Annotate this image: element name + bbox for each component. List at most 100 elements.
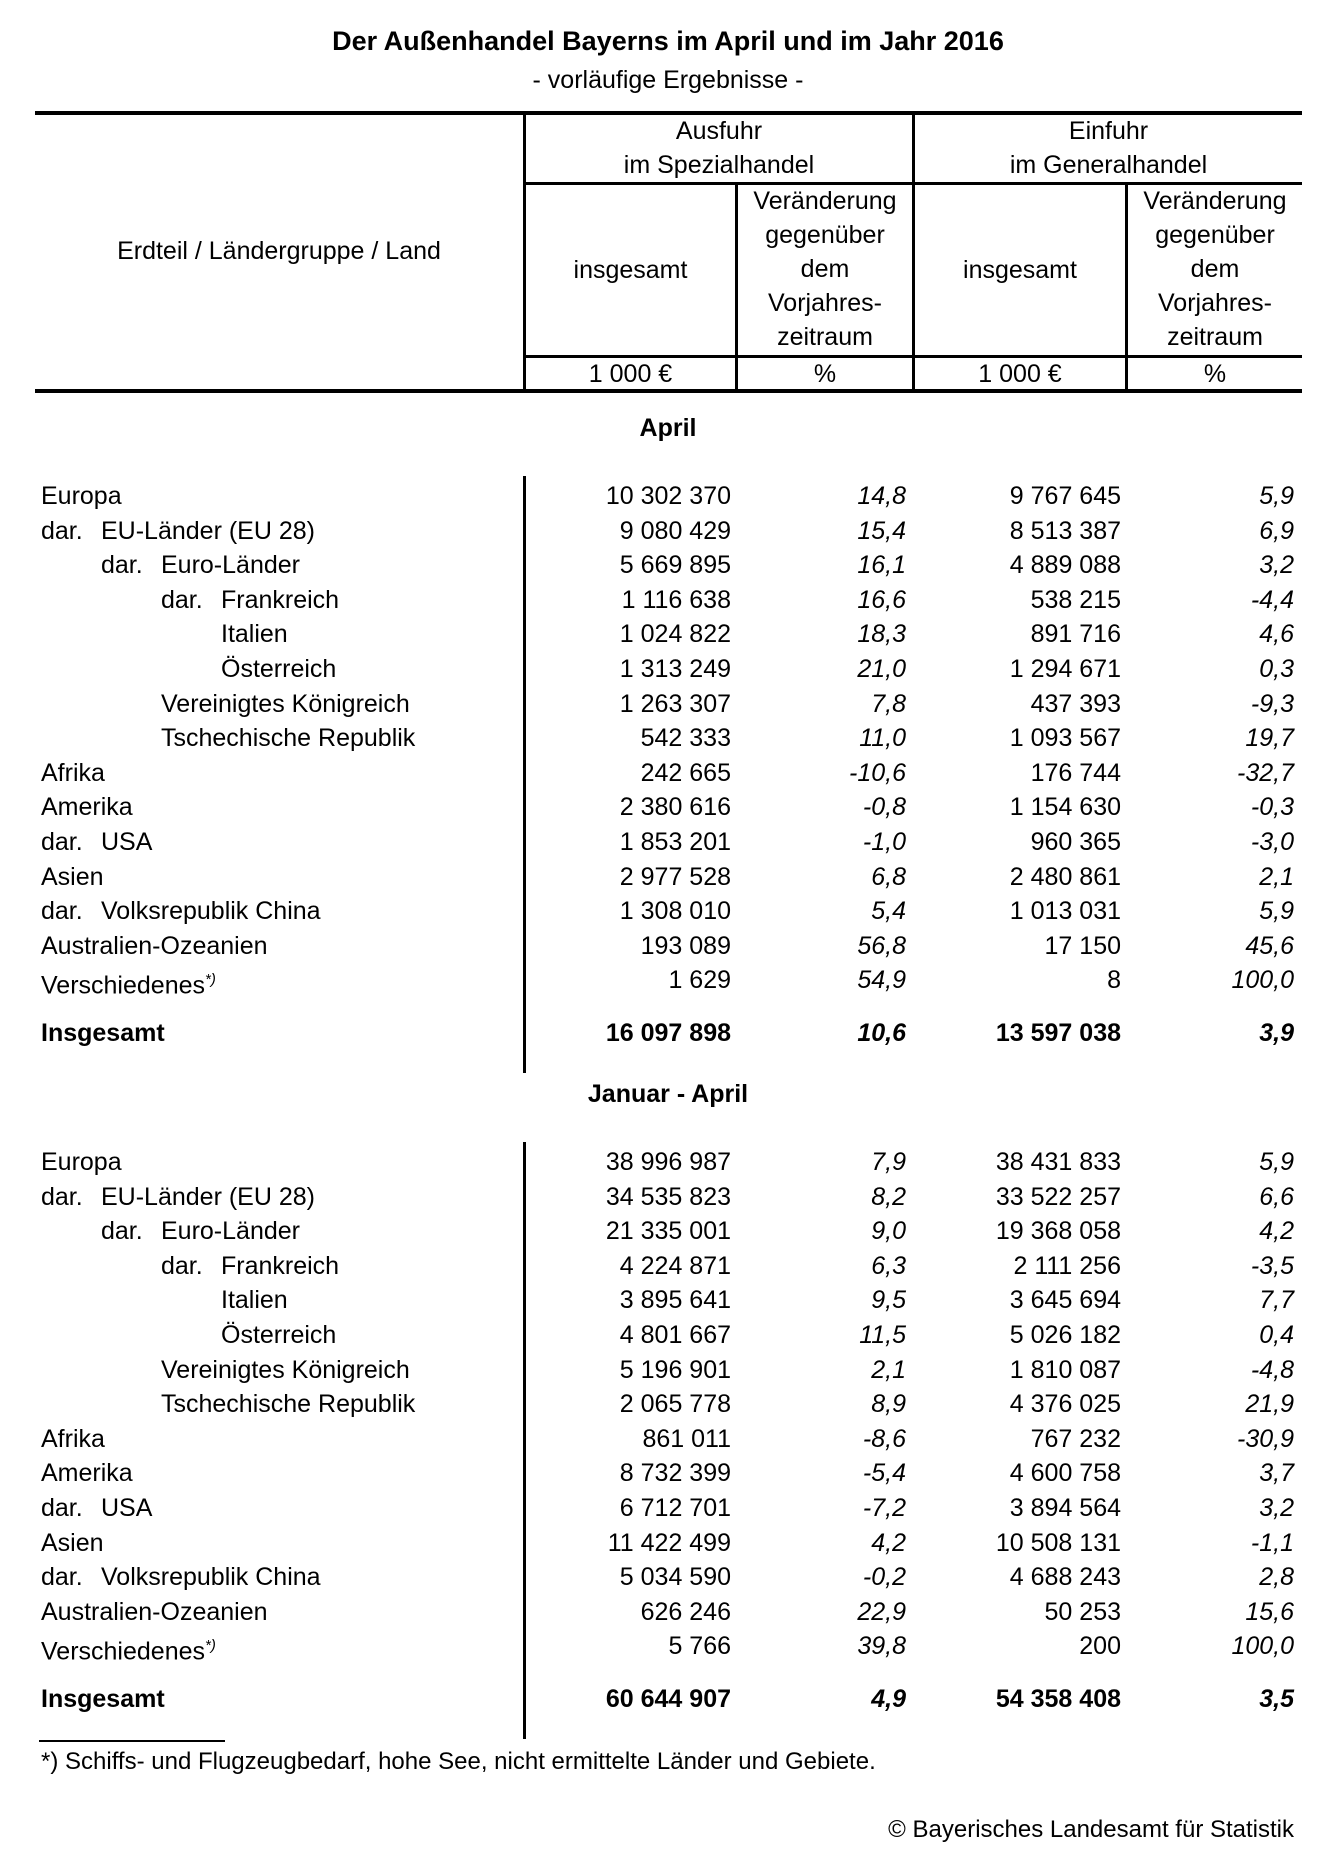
cell-export: 5 034 590 — [619, 1563, 731, 1592]
cell-import: 176 744 — [1030, 758, 1121, 787]
table-row: Australien-Ozeanien 626 246 22,9 50 253 15,6 — [0, 1595, 1327, 1629]
row-label-text: Österreich — [221, 1321, 337, 1349]
cell-import-pct: 0,3 — [1259, 655, 1294, 683]
cell-export: 5 766 — [668, 1632, 731, 1661]
row-prefix: dar. — [41, 1494, 83, 1522]
cell-import: 200 — [1079, 1632, 1121, 1661]
cell-export: 34 535 823 — [605, 1182, 731, 1211]
footnote: *) Schiffs- und Flugzeugbedarf, hohe See… — [41, 1748, 876, 1775]
cell-import: 1 294 671 — [1009, 655, 1121, 683]
cell-import-pct: -9,3 — [1250, 689, 1294, 718]
row-label: Europa — [41, 479, 122, 513]
cell-export: 16 097 898 — [605, 1019, 731, 1047]
cell-import: 10 508 131 — [995, 1528, 1121, 1557]
row-label: USA — [101, 825, 152, 859]
row-label-text: Europa — [41, 1148, 122, 1176]
table-row: dar. EU-Länder (EU 28) 9 080 429 15,4 8 513 … — [0, 514, 1327, 548]
cell-import: 4 889 088 — [1009, 551, 1121, 580]
row-label: Afrika — [41, 756, 105, 790]
cell-export-pct: -0,2 — [862, 1563, 906, 1592]
table-row: Australien-Ozeanien 193 089 56,8 17 150 45,6 — [0, 929, 1327, 963]
cell-import: 19 368 058 — [995, 1217, 1121, 1246]
table-row: Verschiedenes*) 5 766 39,8 200 100,0 — [0, 1629, 1327, 1665]
cell-export: 626 246 — [640, 1597, 731, 1626]
cell-import-pct: 4,6 — [1259, 620, 1294, 649]
cell-export: 4 224 871 — [619, 1251, 731, 1280]
section-title: Januar - April — [587, 1080, 749, 1108]
table-row: Italien 1 024 822 18,3 891 716 4,6 — [0, 617, 1327, 651]
cell-import-pct: -3,0 — [1250, 828, 1294, 856]
cell-import-pct: 3,2 — [1259, 551, 1294, 580]
cell-export: 193 089 — [640, 931, 731, 960]
cell-export: 861 011 — [642, 1424, 731, 1453]
row-label-text: Volksrepublik China — [101, 1563, 321, 1592]
row-label-text: Italien — [221, 620, 288, 649]
cell-export: 5 669 895 — [619, 551, 731, 580]
cell-import-pct: 21,9 — [1245, 1390, 1294, 1419]
cell-export: 1 024 822 — [619, 620, 731, 649]
table-row: Afrika 861 011 -8,6 767 232 -30,9 — [0, 1422, 1327, 1456]
cell-export: 21 335 001 — [605, 1217, 731, 1246]
row-prefix: dar. — [41, 1182, 83, 1211]
cell-import: 38 431 833 — [995, 1148, 1121, 1176]
row-label-text: Österreich — [221, 655, 337, 683]
table-row: dar. Frankreich 4 224 871 6,3 2 111 256 -3,5 — [0, 1249, 1327, 1283]
header-bottom-rule — [35, 389, 1302, 393]
table-row: Vereinigtes Königreich 1 263 307 7,8 437 39… — [0, 687, 1327, 721]
change-line: Vorjahres- — [768, 289, 882, 317]
cell-import-pct: 4,2 — [1259, 1217, 1294, 1246]
cell-import-pct: 3,7 — [1259, 1459, 1294, 1488]
cell-export-pct: 39,8 — [857, 1632, 906, 1661]
cell-import-pct: 45,6 — [1245, 931, 1294, 960]
table-row: Amerika 2 380 616 -0,8 1 154 630 -0,3 — [0, 790, 1327, 824]
cell-import: 13 597 038 — [995, 1019, 1121, 1047]
cell-import: 5 026 182 — [1009, 1321, 1121, 1349]
cell-import-pct: -0,3 — [1250, 793, 1294, 822]
cell-import-pct: 3,9 — [1259, 1019, 1294, 1047]
cell-import: 1 013 031 — [1009, 897, 1121, 926]
cell-import-pct: 2,1 — [1259, 862, 1294, 891]
cell-export-pct: 7,8 — [871, 689, 906, 718]
cell-export-pct: 8,2 — [871, 1182, 906, 1211]
cell-import: 9 767 645 — [1009, 482, 1121, 510]
cell-export-pct: 56,8 — [857, 931, 906, 960]
row-label-text: Europa — [41, 482, 122, 510]
change-line: zeitraum — [777, 323, 873, 351]
table-row: dar. Euro-Länder 21 335 001 9,0 19 368 058 4,… — [0, 1214, 1327, 1248]
header-divider — [1125, 184, 1128, 391]
row-label-text: Volksrepublik China — [101, 897, 321, 926]
row-label-text: Afrika — [41, 1424, 105, 1453]
row-label-text: Frankreich — [221, 1251, 340, 1280]
row-label: Italien — [221, 1283, 288, 1317]
cell-import-pct: 100,0 — [1231, 966, 1294, 995]
total-row: Insgesamt 16 097 898 10,6 13 597 038 3,9 — [0, 1016, 1327, 1050]
row-label: Asien — [41, 860, 104, 894]
export-change-header: Veränderung gegenüber dem Vorjahres- zei… — [738, 184, 912, 354]
cell-import: 17 150 — [1044, 931, 1121, 960]
row-label-text: Tschechische Republik — [161, 1390, 416, 1419]
cell-import-pct: 7,7 — [1259, 1286, 1294, 1315]
stub-divider — [523, 476, 526, 1073]
cell-export-pct: 6,8 — [871, 862, 906, 891]
header-top-rule — [35, 111, 1302, 115]
row-label-text: Asien — [41, 1528, 104, 1557]
row-label: Frankreich — [221, 1249, 339, 1283]
cell-export-pct: 11,5 — [859, 1321, 906, 1349]
cell-import: 50 253 — [1044, 1597, 1121, 1626]
cell-import-pct: -1,1 — [1250, 1528, 1294, 1557]
table-row: Vereinigtes Königreich 5 196 901 2,1 1 810 … — [0, 1353, 1327, 1387]
import-total-header: insgesamt — [963, 256, 1077, 284]
table-row: Österreich 1 313 249 21,0 1 294 671 0,3 — [0, 652, 1327, 686]
export-group-line: Ausfuhr — [675, 117, 763, 145]
change-line: dem — [1190, 255, 1240, 283]
cell-export: 2 065 778 — [619, 1390, 731, 1419]
header-divider — [912, 113, 915, 391]
cell-export-pct: 5,4 — [871, 897, 906, 926]
document-subtitle: - vorläufige Ergebnisse - — [532, 66, 804, 94]
export-total-header: insgesamt — [573, 256, 688, 284]
row-prefix: dar. — [41, 1563, 83, 1592]
section-title: April — [639, 414, 697, 442]
cell-export-pct: -7,2 — [862, 1494, 906, 1522]
cell-import-pct: 3,5 — [1259, 1685, 1294, 1713]
table-row: Asien 11 422 499 4,2 10 508 131 -1,1 — [0, 1526, 1327, 1560]
